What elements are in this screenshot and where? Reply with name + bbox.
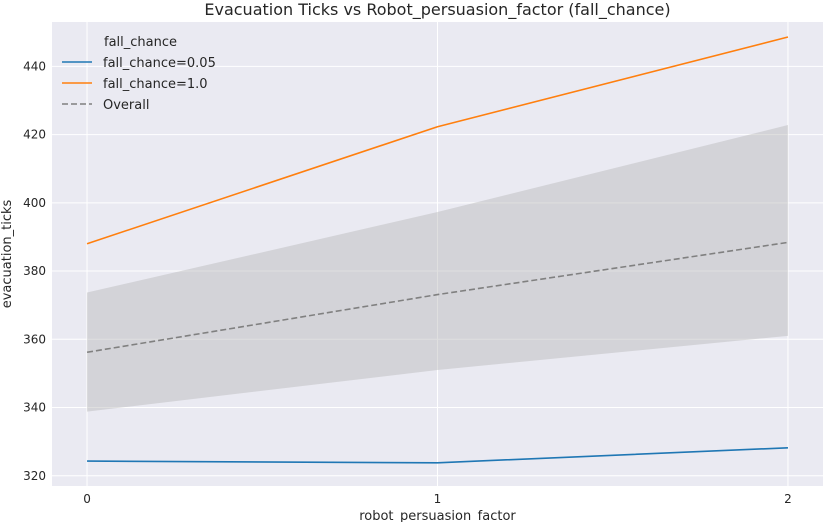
legend-title: fall_chance [104,35,177,50]
x-tick-label: 2 [784,492,792,506]
x-axis-label: robot_persuasion_factor [359,509,516,522]
legend-label: fall_chance=1.0 [103,77,208,92]
confidence-band-layer [87,125,788,412]
y-tick-label: 420 [23,128,46,142]
legend: fall_chance fall_chance=0.05 fall_chance=… [62,35,216,113]
series-line [87,446,788,464]
y-tick-label: 440 [23,59,46,73]
y-tick-label: 340 [23,401,46,415]
chart-title: Evacuation Ticks vs Robot_persuasion_fac… [204,0,670,20]
y-tick-label: 380 [23,264,46,278]
grid [52,22,823,486]
series-line [86,241,789,354]
confidence-band [87,125,788,412]
x-tick-label: 0 [83,492,91,506]
x-tick-label: 1 [434,492,442,506]
y-axis-label: evacuation_ticks [0,199,15,308]
y-tick-label: 360 [23,332,46,346]
legend-label: fall_chance=0.05 [103,56,216,71]
y-axis-ticks: 320 340 360 380 400 420 440 [23,59,46,482]
y-tick-label: 400 [23,196,46,210]
x-axis-ticks: 0 1 2 [83,492,792,506]
legend-label: Overall [103,98,149,113]
y-tick-label: 320 [23,469,46,483]
series-line [86,36,789,245]
series-lines [86,36,789,464]
